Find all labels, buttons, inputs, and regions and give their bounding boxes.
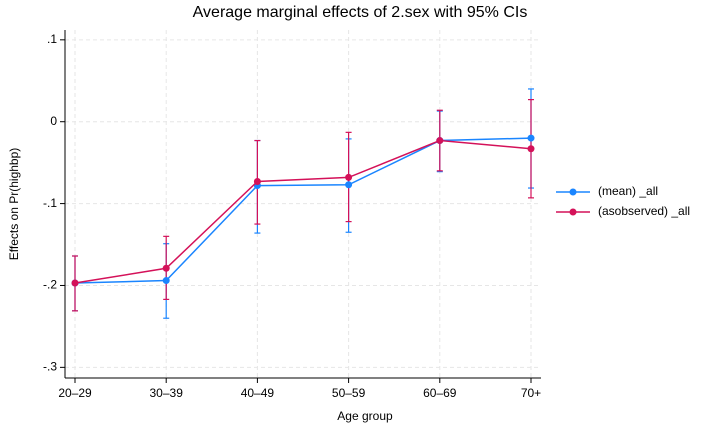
x-axis-label: Age group bbox=[337, 409, 393, 423]
point bbox=[162, 264, 170, 272]
y-tick-label: .1 bbox=[47, 32, 57, 46]
point bbox=[527, 134, 535, 142]
point bbox=[253, 177, 261, 185]
point bbox=[436, 137, 444, 145]
legend-marker bbox=[569, 208, 577, 216]
legend-label: (mean) _all bbox=[598, 184, 658, 198]
point bbox=[71, 279, 79, 287]
y-tick-label: -.3 bbox=[43, 360, 57, 374]
point bbox=[345, 181, 353, 189]
y-axis-label: Effects on Pr(highbp) bbox=[7, 148, 21, 261]
y-tick-label: 0 bbox=[50, 114, 57, 128]
legend-label: (asobserved) _all bbox=[598, 204, 690, 218]
point bbox=[345, 173, 353, 181]
x-tick-label: 60–69 bbox=[423, 386, 457, 400]
x-tick-label: 20–29 bbox=[58, 386, 92, 400]
x-tick-label: 50–59 bbox=[332, 386, 366, 400]
point bbox=[527, 145, 535, 153]
series-line bbox=[74, 137, 532, 284]
y-tick-label: -.2 bbox=[43, 278, 57, 292]
chart-title: Average marginal effects of 2.sex with 9… bbox=[193, 4, 528, 21]
x-tick-label: 40–49 bbox=[241, 386, 275, 400]
point bbox=[162, 277, 170, 285]
x-tick-label: 70+ bbox=[521, 386, 541, 400]
y-tick-label: -.1 bbox=[43, 196, 57, 210]
legend-marker bbox=[569, 188, 577, 196]
series-line bbox=[74, 139, 532, 284]
x-tick-label: 30–39 bbox=[150, 386, 184, 400]
